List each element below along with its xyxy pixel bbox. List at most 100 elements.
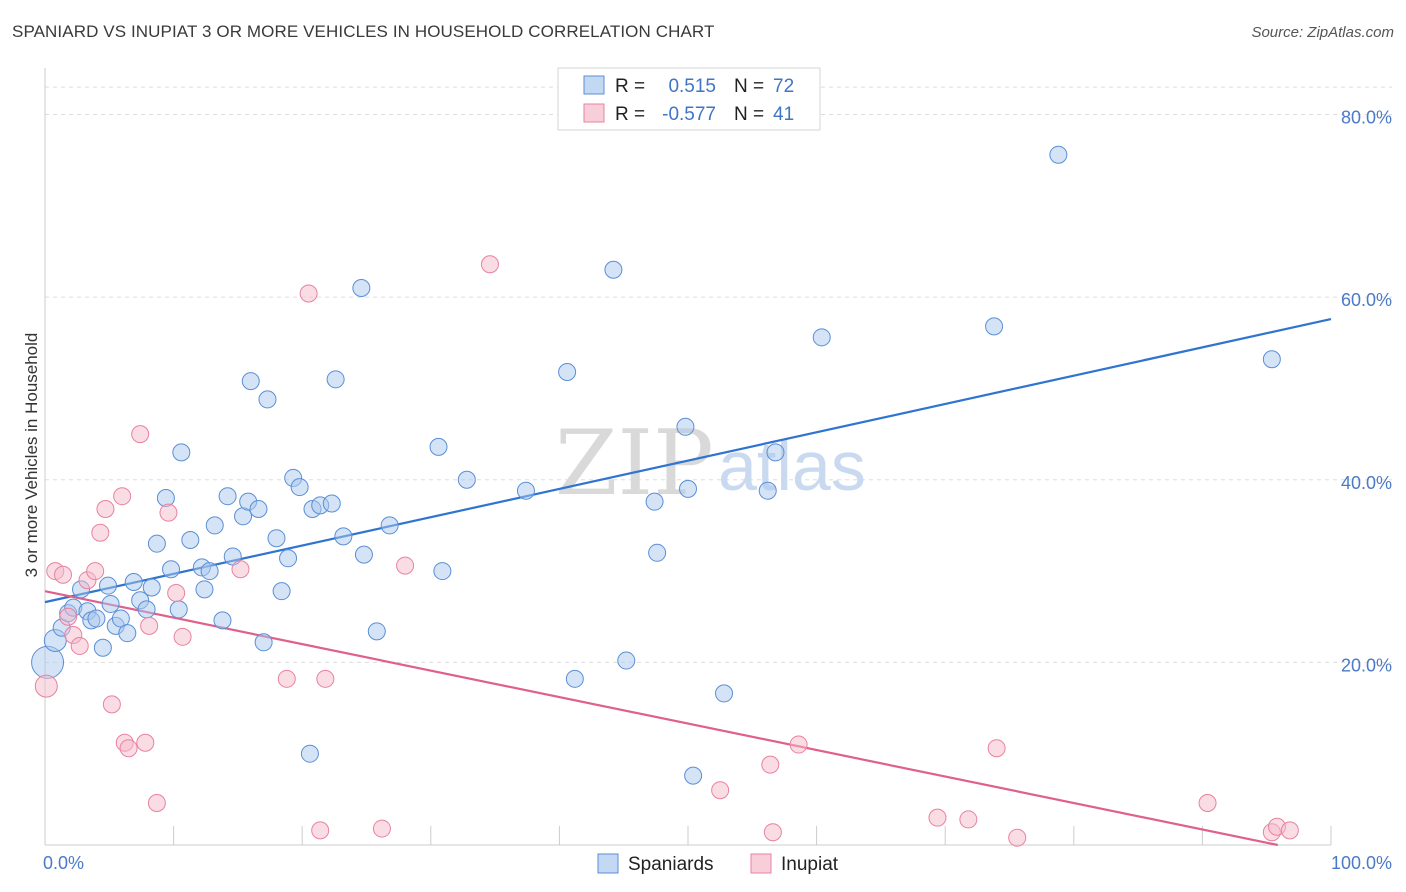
point-spaniards-15 — [124, 573, 143, 592]
legend-n-value-1: 72 — [773, 76, 794, 97]
point-inupiat-7 — [86, 562, 105, 581]
point-spaniards-66 — [715, 684, 734, 703]
point-inupiat-19 — [167, 583, 186, 602]
point-spaniards-48 — [334, 527, 353, 546]
point-spaniards-67 — [758, 481, 777, 500]
point-spaniards-20 — [156, 489, 175, 508]
point-spaniards-58 — [565, 669, 584, 688]
bottom-legend-swatch-spaniards — [597, 853, 619, 874]
point-spaniards-52 — [380, 516, 399, 535]
point-spaniards-59 — [604, 260, 623, 279]
y-axis-label: 3 or more Vehicles in Household — [22, 333, 41, 578]
point-spaniards-30 — [218, 487, 237, 506]
point-inupiat-37 — [1198, 793, 1217, 812]
point-spaniards-70 — [1049, 145, 1068, 164]
point-inupiat-8 — [91, 523, 110, 542]
point-inupiat-14 — [131, 425, 150, 444]
legend-swatch-spaniards — [583, 75, 605, 95]
bottom-legend: Spaniards Inupiat — [597, 853, 839, 875]
bottom-legend-label-inupiat: Inupiat — [781, 854, 839, 875]
point-spaniards-29 — [213, 611, 232, 630]
point-inupiat-28 — [480, 255, 499, 274]
point-spaniards-37 — [258, 390, 277, 409]
point-inupiat-33 — [928, 808, 947, 827]
point-inupiat-34 — [959, 810, 978, 829]
point-inupiat-22 — [277, 669, 296, 688]
point-inupiat-20 — [173, 627, 192, 646]
source-credit: Source: ZipAtlas.com — [1251, 24, 1394, 41]
legend-n-value-2: 41 — [773, 104, 794, 125]
point-spaniards-34 — [241, 372, 260, 391]
legend-n-label-2: N = — [734, 104, 764, 125]
point-inupiat-24 — [311, 821, 330, 840]
point-inupiat-10 — [102, 695, 121, 714]
point-spaniards-72 — [1262, 350, 1281, 369]
point-spaniards-23 — [172, 443, 191, 462]
point-spaniards-69 — [812, 328, 831, 347]
point-spaniards-21 — [162, 560, 181, 579]
point-inupiat-2 — [54, 565, 73, 584]
point-spaniards-40 — [279, 549, 298, 568]
point-spaniards-47 — [326, 370, 345, 389]
point-inupiat-27 — [396, 556, 415, 575]
point-spaniards-65 — [684, 766, 703, 785]
point-spaniards-8 — [87, 609, 106, 628]
point-inupiat-30 — [761, 755, 780, 774]
point-inupiat-21 — [231, 560, 250, 579]
point-inupiat-23 — [299, 284, 318, 303]
point-spaniards-14 — [118, 624, 137, 643]
point-spaniards-35 — [249, 499, 268, 518]
y-tick-label-3: 80.0% — [1341, 108, 1392, 128]
point-spaniards-68 — [766, 443, 785, 462]
point-inupiat-17 — [147, 793, 166, 812]
point-spaniards-71 — [985, 317, 1004, 336]
bottom-legend-label-spaniards: Spaniards — [628, 854, 714, 875]
watermark-atlas: atlas — [718, 427, 866, 505]
point-inupiat-40 — [1280, 821, 1299, 840]
point-spaniards-28 — [205, 516, 224, 535]
y-tick-label-2: 60.0% — [1341, 290, 1392, 310]
point-spaniards-9 — [93, 638, 112, 657]
point-spaniards-26 — [195, 580, 214, 599]
point-inupiat-29 — [711, 781, 730, 800]
point-spaniards-54 — [433, 562, 452, 581]
y-tick-label-0: 20.0% — [1341, 655, 1392, 675]
point-inupiat-35 — [987, 739, 1006, 758]
point-spaniards-11 — [101, 594, 120, 613]
trend-line-spaniards — [44, 317, 1332, 604]
point-spaniards-39 — [272, 582, 291, 601]
legend-n-label-1: N = — [734, 76, 764, 97]
point-inupiat-16 — [140, 616, 159, 635]
point-spaniards-22 — [169, 600, 188, 619]
scatter-points — [31, 145, 1299, 847]
point-inupiat-3 — [59, 607, 78, 626]
point-spaniards-18 — [142, 578, 161, 597]
legend-r-label-1: R = — [615, 76, 645, 97]
point-spaniards-60 — [617, 651, 636, 670]
point-spaniards-62 — [648, 543, 667, 562]
point-spaniards-61 — [645, 492, 664, 511]
point-spaniards-10 — [99, 576, 118, 595]
point-spaniards-42 — [290, 478, 309, 497]
y-tick-labels: 20.0% 40.0% 60.0% 80.0% — [1341, 108, 1392, 676]
point-inupiat-15 — [136, 733, 155, 752]
point-inupiat-36 — [1008, 828, 1027, 847]
point-spaniards-63 — [676, 417, 695, 436]
point-spaniards-19 — [147, 534, 166, 553]
point-spaniards-55 — [457, 470, 476, 489]
trend-line-inupiat — [44, 590, 1279, 847]
point-spaniards-49 — [352, 279, 371, 298]
legend-swatch-inupiat — [583, 103, 605, 123]
chart-title: SPANIARD VS INUPIAT 3 OR MORE VEHICLES I… — [12, 22, 715, 41]
point-spaniards-56 — [516, 481, 535, 500]
point-inupiat-26 — [372, 819, 391, 838]
x-tick-label-min: 0.0% — [43, 853, 84, 873]
point-inupiat-13 — [119, 739, 138, 758]
point-spaniards-57 — [558, 363, 577, 382]
x-tick-label-max: 100.0% — [1331, 853, 1392, 873]
point-inupiat-25 — [316, 669, 335, 688]
point-inupiat-18 — [159, 503, 178, 522]
point-spaniards-24 — [181, 531, 200, 550]
point-spaniards-50 — [354, 545, 373, 564]
